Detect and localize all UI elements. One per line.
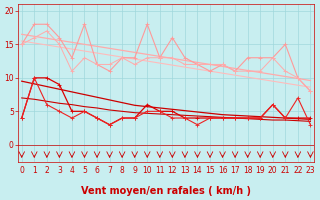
X-axis label: Vent moyen/en rafales ( km/h ): Vent moyen/en rafales ( km/h ) [81, 186, 251, 196]
